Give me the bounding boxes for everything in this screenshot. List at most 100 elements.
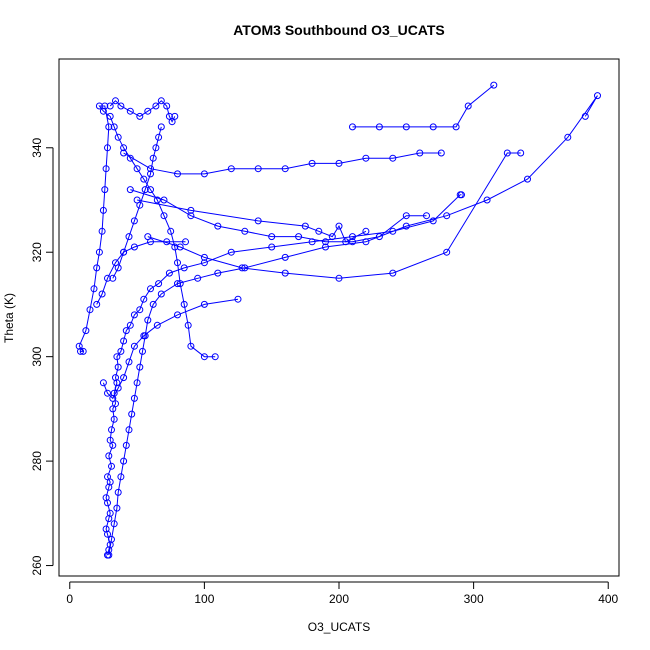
data-point: [147, 285, 154, 293]
data-point: [167, 227, 175, 235]
data-point: [152, 144, 160, 152]
data-point: [187, 212, 195, 220]
data-point: [429, 123, 437, 131]
data-point: [174, 311, 181, 319]
data-point: [105, 452, 113, 460]
data-point: [117, 102, 125, 110]
data-point: [443, 212, 451, 220]
x-tick-label: 0: [66, 592, 73, 606]
data-point: [281, 269, 289, 277]
data-point: [180, 300, 188, 308]
data-point: [402, 212, 410, 220]
data-point: [109, 274, 117, 282]
data-point: [180, 264, 188, 272]
data-point: [110, 415, 118, 423]
data-point: [110, 123, 118, 131]
data-point: [101, 102, 109, 110]
data-point: [104, 530, 111, 538]
series-track: [99, 295, 242, 402]
data-point: [109, 394, 117, 402]
data-point: [160, 196, 168, 204]
y-tick-label: 300: [30, 346, 44, 366]
data-point: [153, 321, 161, 329]
data-point: [184, 321, 192, 329]
data-point: [458, 191, 465, 199]
data-point: [155, 133, 163, 141]
data-point: [227, 248, 235, 256]
data-point: [117, 347, 125, 355]
data-point: [149, 154, 157, 162]
data-point: [106, 436, 114, 444]
data-point: [108, 535, 115, 543]
data-point: [163, 238, 171, 246]
data-point: [362, 154, 370, 162]
data-point: [163, 102, 171, 110]
data-point: [98, 227, 106, 235]
data-point: [149, 300, 157, 308]
x-tick-label: 400: [598, 592, 618, 606]
data-point: [102, 525, 110, 533]
y-tick-label: 280: [30, 451, 44, 471]
series-track: [144, 149, 525, 282]
data-point: [95, 248, 103, 256]
data-point: [281, 253, 289, 261]
data-point: [136, 306, 144, 314]
data-point: [214, 269, 222, 277]
data-point: [120, 149, 128, 157]
series-line: [137, 199, 367, 243]
data-point: [503, 149, 511, 157]
data-point: [82, 327, 90, 335]
series-line: [130, 189, 427, 243]
data-point: [144, 107, 152, 115]
series-track: [133, 196, 370, 246]
data-point: [102, 494, 110, 502]
data-point: [120, 374, 128, 382]
data-point: [141, 186, 149, 194]
series-line: [109, 100, 176, 123]
data-point: [564, 133, 572, 141]
data-point: [171, 243, 179, 251]
data-point: [147, 186, 154, 194]
data-point: [112, 259, 119, 267]
data-point: [328, 233, 336, 241]
series-line: [123, 152, 442, 175]
data-point: [144, 316, 152, 324]
data-point: [125, 233, 133, 241]
data-point: [160, 212, 168, 220]
x-tick-label: 300: [464, 592, 484, 606]
series-track: [120, 149, 445, 178]
data-point: [122, 441, 130, 449]
data-point: [133, 165, 141, 173]
data-point: [200, 353, 208, 361]
chart-title: ATOM3 Southbound O3_UCATS: [233, 22, 445, 38]
data-point: [110, 520, 118, 528]
data-point: [227, 165, 235, 173]
data-point: [281, 165, 289, 173]
data-point: [114, 488, 122, 496]
data-point: [490, 81, 498, 89]
data-point: [308, 159, 316, 167]
data-point: [112, 374, 119, 382]
series-line: [147, 152, 521, 279]
data-point: [130, 394, 138, 402]
series-track: [126, 186, 430, 246]
data-point: [200, 259, 208, 267]
data-point: [322, 238, 329, 246]
data-point: [437, 149, 445, 157]
data-point: [335, 274, 343, 282]
data-point: [524, 175, 531, 183]
data-point: [130, 311, 138, 319]
data-point: [176, 280, 184, 288]
data-point: [113, 379, 121, 387]
data-point: [443, 248, 451, 256]
data-point: [93, 300, 101, 308]
data-point: [200, 300, 208, 308]
data-point: [106, 112, 114, 120]
data-point: [104, 144, 111, 152]
data-point: [79, 347, 87, 355]
data-point: [402, 123, 410, 131]
data-point: [104, 274, 111, 282]
data-point: [147, 238, 154, 246]
data-point: [342, 238, 350, 246]
data-point: [187, 342, 195, 350]
